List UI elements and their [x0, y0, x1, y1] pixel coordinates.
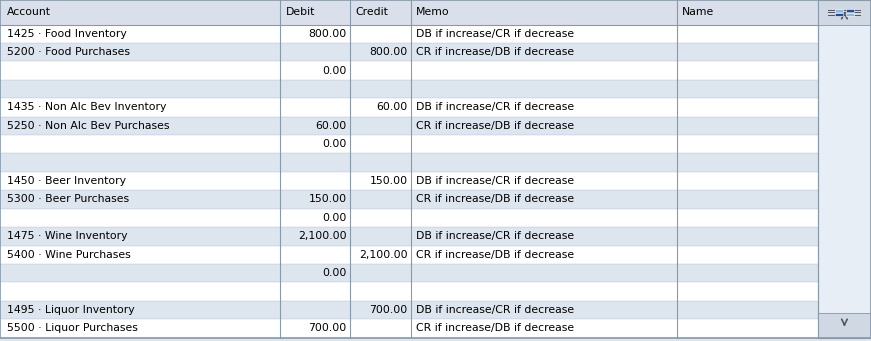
- Text: 0.00: 0.00: [322, 139, 347, 149]
- Bar: [0, 227, 818, 246]
- Text: Name: Name: [682, 7, 714, 17]
- Text: DB if increase/CR if decrease: DB if increase/CR if decrease: [416, 176, 575, 186]
- Text: 1425 · Food Inventory: 1425 · Food Inventory: [7, 29, 126, 39]
- Text: 150.00: 150.00: [369, 176, 408, 186]
- Bar: [0, 172, 818, 190]
- Bar: [0, 319, 818, 338]
- Text: 60.00: 60.00: [315, 121, 347, 131]
- Bar: [0, 190, 818, 209]
- Bar: [0, 80, 818, 98]
- Text: DB if increase/CR if decrease: DB if increase/CR if decrease: [416, 29, 575, 39]
- Bar: [0, 282, 818, 301]
- Text: 2,100.00: 2,100.00: [359, 250, 408, 260]
- Bar: [0, 98, 818, 117]
- Text: 0.00: 0.00: [322, 65, 347, 76]
- Text: 1435 · Non Alc Bev Inventory: 1435 · Non Alc Bev Inventory: [7, 102, 166, 113]
- Bar: [818, 313, 871, 338]
- Text: 60.00: 60.00: [376, 102, 408, 113]
- Text: CR if increase/DB if decrease: CR if increase/DB if decrease: [416, 47, 575, 57]
- Bar: [0, 43, 818, 61]
- Text: 5250 · Non Alc Bev Purchases: 5250 · Non Alc Bev Purchases: [7, 121, 170, 131]
- Text: 800.00: 800.00: [369, 47, 408, 57]
- Text: 1475 · Wine Inventory: 1475 · Wine Inventory: [7, 231, 127, 241]
- Bar: [0, 117, 818, 135]
- Text: Credit: Credit: [355, 7, 388, 17]
- Text: 2,100.00: 2,100.00: [298, 231, 347, 241]
- Bar: [0, 301, 818, 319]
- Bar: [0, 246, 818, 264]
- Bar: [835, 13, 843, 16]
- Bar: [818, 0, 871, 338]
- Bar: [846, 13, 854, 16]
- Text: 1495 · Liquor Inventory: 1495 · Liquor Inventory: [7, 305, 135, 315]
- Text: CR if increase/DB if decrease: CR if increase/DB if decrease: [416, 323, 575, 333]
- Text: 5200 · Food Purchases: 5200 · Food Purchases: [7, 47, 130, 57]
- Text: CR if increase/DB if decrease: CR if increase/DB if decrease: [416, 121, 575, 131]
- Text: CR if increase/DB if decrease: CR if increase/DB if decrease: [416, 250, 575, 260]
- Text: 5300 · Beer Purchases: 5300 · Beer Purchases: [7, 194, 129, 205]
- Bar: [0, 153, 818, 172]
- Text: CR if increase/DB if decrease: CR if increase/DB if decrease: [416, 194, 575, 205]
- Text: 700.00: 700.00: [308, 323, 347, 333]
- Text: 800.00: 800.00: [308, 29, 347, 39]
- Bar: [0, 135, 818, 153]
- Bar: [0, 61, 818, 80]
- Bar: [0, 264, 818, 282]
- Text: 700.00: 700.00: [369, 305, 408, 315]
- Bar: [0, 0, 818, 25]
- Bar: [0, 25, 818, 43]
- Text: DB if increase/CR if decrease: DB if increase/CR if decrease: [416, 231, 575, 241]
- Text: Account: Account: [7, 7, 51, 17]
- Text: DB if increase/CR if decrease: DB if increase/CR if decrease: [416, 102, 575, 113]
- Bar: [818, 0, 871, 25]
- Bar: [846, 9, 854, 12]
- Bar: [818, 0, 871, 338]
- Text: 0.00: 0.00: [322, 268, 347, 278]
- Text: 5500 · Liquor Purchases: 5500 · Liquor Purchases: [7, 323, 138, 333]
- Text: DB if increase/CR if decrease: DB if increase/CR if decrease: [416, 305, 575, 315]
- Text: 1450 · Beer Inventory: 1450 · Beer Inventory: [7, 176, 126, 186]
- Text: 150.00: 150.00: [308, 194, 347, 205]
- Text: 5400 · Wine Purchases: 5400 · Wine Purchases: [7, 250, 131, 260]
- Text: 0.00: 0.00: [322, 213, 347, 223]
- Text: Debit: Debit: [286, 7, 315, 17]
- Bar: [0, 209, 818, 227]
- Bar: [835, 9, 843, 12]
- Text: Memo: Memo: [416, 7, 450, 17]
